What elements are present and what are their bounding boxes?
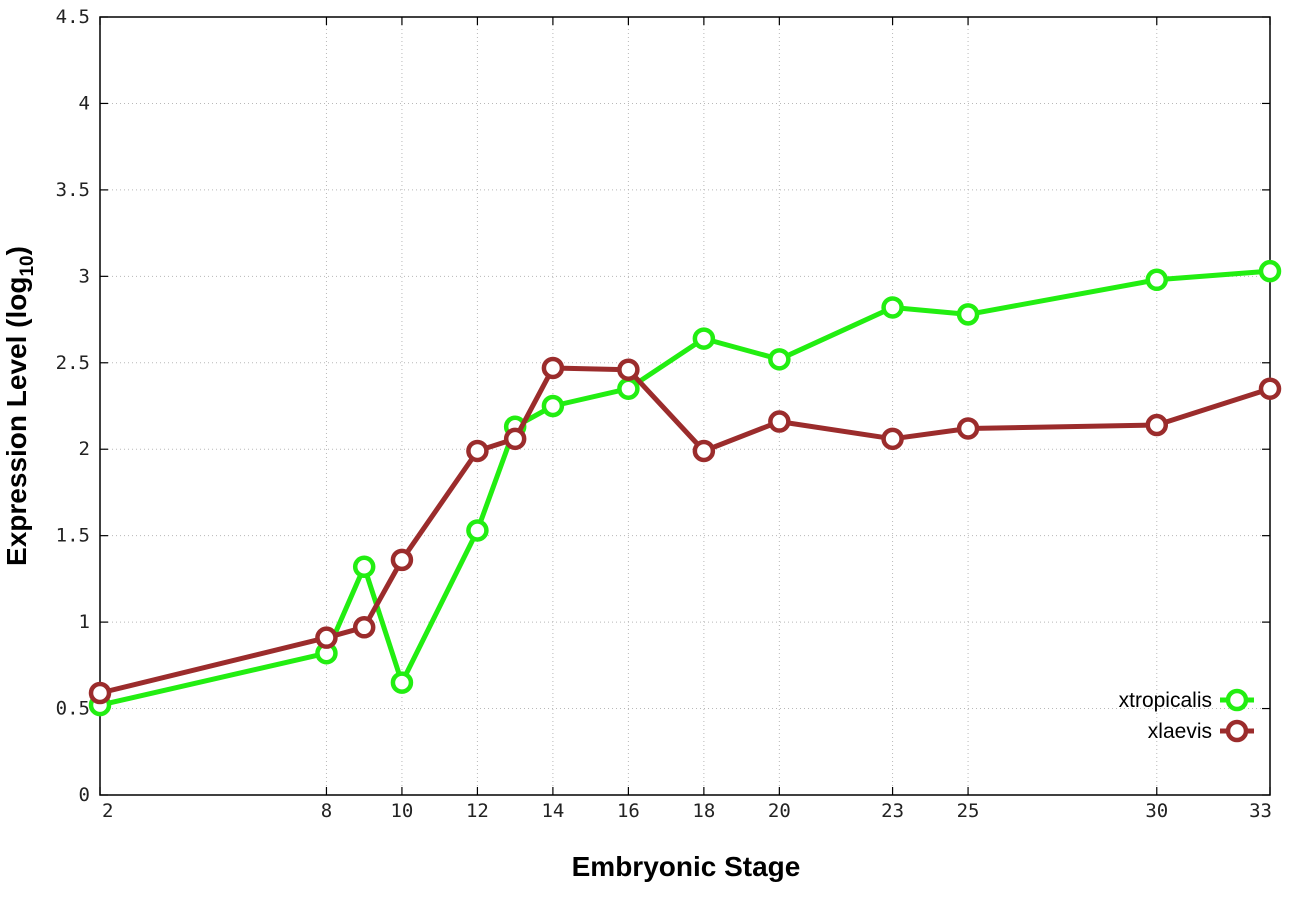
x-tick-label: 25: [957, 800, 980, 822]
x-tick-label: 2: [102, 800, 113, 822]
x-tick-label: 30: [1145, 800, 1168, 822]
data-point-xtropicalis: [390, 671, 414, 694]
y-tick-label: 0.5: [56, 698, 90, 720]
data-point-xtropicalis: [768, 348, 791, 371]
x-tick-label: 16: [617, 800, 640, 822]
y-tick-label: 2.5: [56, 352, 90, 374]
series-layer: [88, 259, 1282, 717]
y-tick-label: 1.5: [56, 525, 90, 547]
data-point-xtropicalis: [692, 327, 716, 350]
plot-frame: [99, 16, 1271, 796]
y-axis-label-subscript: 10: [17, 255, 38, 276]
y-tick-label: 0: [79, 784, 90, 806]
x-tick-label: 12: [466, 800, 489, 822]
data-point-xtropicalis: [466, 519, 489, 542]
data-point-xtropicalis: [1258, 259, 1282, 283]
data-point-xlaevis: [1145, 413, 1169, 437]
data-point-xtropicalis: [881, 296, 904, 319]
x-tick-label: 8: [321, 800, 332, 822]
data-point-xlaevis: [956, 417, 980, 440]
y-tick-label: 3.5: [56, 179, 90, 201]
x-tick-label: 10: [390, 800, 413, 822]
y-tick-label: 1: [79, 611, 90, 633]
data-point-xtropicalis: [1145, 268, 1169, 292]
y-tick-labels: 0 0.5 1 1.5 2 2.5 3 3.5 4 4.5: [56, 6, 90, 806]
y-tick-label: 3: [79, 265, 90, 287]
legend-label-xlaevis: xlaevis: [1148, 720, 1212, 743]
x-axis-label: Embryonic Stage: [572, 851, 801, 882]
data-point-xtropicalis: [541, 394, 565, 418]
series-line-xlaevis: [99, 365, 1271, 696]
x-tick-label: 23: [881, 800, 904, 822]
legend-label-xtropicalis: xtropicalis: [1119, 689, 1212, 712]
x-tick-label: 14: [541, 800, 564, 822]
x-tick-labels: 2 8 10 12 14 16 18 20 23 25 30 33: [102, 800, 1272, 822]
legend-swatch-marker-xtropicalis: [1225, 688, 1249, 712]
data-point-xlaevis: [390, 548, 414, 572]
series-line-xtropicalis: [99, 268, 1271, 708]
data-point-xlaevis: [541, 356, 565, 380]
data-point-xlaevis: [466, 439, 489, 463]
data-point-xtropicalis: [617, 377, 640, 400]
x-tick-label: 18: [692, 800, 715, 822]
series-xtropicalis: [88, 259, 1282, 717]
data-point-xlaevis: [503, 427, 527, 451]
legend: xtropicalis xlaevis: [1119, 688, 1254, 743]
data-point-xlaevis: [617, 358, 640, 381]
data-point-xtropicalis: [352, 555, 376, 579]
y-axis-label: Expression Level (log10): [1, 246, 38, 566]
y-tick-label: 4.5: [56, 6, 90, 28]
data-point-xlaevis: [1258, 377, 1282, 400]
data-point-xlaevis: [881, 427, 904, 451]
axis-ticks: [99, 16, 1271, 796]
series-xlaevis: [88, 356, 1282, 705]
x-tick-label: 33: [1249, 800, 1272, 822]
data-point-xlaevis: [88, 681, 112, 705]
data-point-xlaevis: [692, 439, 716, 463]
data-point-xlaevis: [768, 410, 791, 433]
y-tick-label: 2: [79, 438, 90, 460]
data-point-xtropicalis: [956, 303, 980, 326]
legend-swatch-marker-xlaevis: [1225, 719, 1249, 743]
y-tick-label: 4: [79, 92, 90, 114]
x-tick-label: 20: [768, 800, 791, 822]
data-point-xlaevis: [315, 626, 338, 649]
grid-lines: [100, 17, 1270, 795]
data-point-xlaevis: [352, 616, 376, 639]
